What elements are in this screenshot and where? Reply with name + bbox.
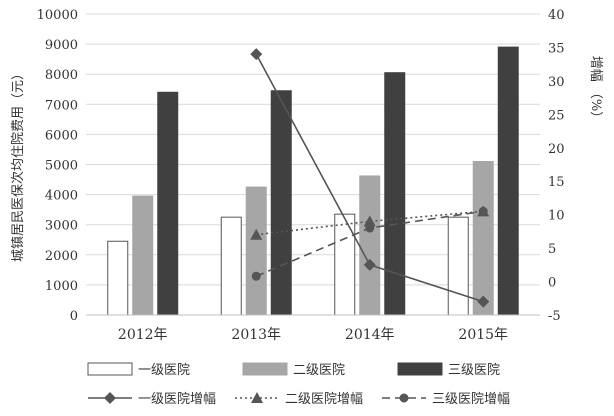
y-tick-label: 8000 <box>45 68 78 83</box>
bar <box>497 46 519 316</box>
legend-label: 三级医院增幅 <box>432 392 510 407</box>
y-axis-title: 城镇居民医保次均住院费用（元） <box>10 67 26 262</box>
legend-label: 一级医院 <box>138 363 190 378</box>
y2-tick-label: 40 <box>548 8 565 23</box>
y2-tick-label: 35 <box>548 41 565 56</box>
y2-tick-label: 5 <box>548 242 556 257</box>
line-marker <box>365 223 375 233</box>
line-marker <box>478 206 488 216</box>
x-tick-label: 2013年 <box>231 327 281 343</box>
x-tick-label: 2014年 <box>345 327 395 343</box>
legend-label: 一级医院增幅 <box>138 392 216 407</box>
y-tick-label: 7000 <box>45 98 78 113</box>
y2-tick-label: -5 <box>548 309 561 324</box>
line-marker <box>250 48 263 61</box>
bar <box>359 175 381 316</box>
y-tick-label: 2000 <box>45 249 78 264</box>
line-marker <box>363 215 376 227</box>
bar <box>472 160 494 316</box>
bar <box>132 195 154 316</box>
bar <box>245 186 267 316</box>
gridlines <box>86 13 540 286</box>
y-tick-label: 3000 <box>45 219 78 234</box>
line-marker <box>104 392 116 404</box>
y-tick-label: 6000 <box>45 128 78 143</box>
legend-label: 二级医院 <box>293 363 345 378</box>
bar <box>334 213 356 316</box>
y-tick-label: 5000 <box>45 159 78 174</box>
y-tick-label: 0 <box>70 309 78 324</box>
line-marker <box>363 258 376 271</box>
y-tick-label: 1000 <box>45 279 78 294</box>
x-tick-label: 2012年 <box>118 327 168 343</box>
growth-line <box>256 210 484 236</box>
bar <box>447 216 469 316</box>
y2-tick-label: 30 <box>548 75 565 90</box>
bar <box>220 216 242 316</box>
legend-swatch <box>242 362 288 376</box>
y2-tick-label: 20 <box>548 142 565 157</box>
y2-tick-label: 0 <box>548 276 556 291</box>
y-axis-ticks: 0 1000 2000 3000 4000 5000 6000 7000 8000 9000 100… <box>37 8 78 324</box>
line-marker <box>251 392 263 403</box>
y-tick-label: 4000 <box>45 189 78 204</box>
y-tick-label: 9000 <box>45 38 78 53</box>
line-marker <box>399 393 409 403</box>
y2-axis-title: 增幅 （%） <box>588 56 603 125</box>
line-marker <box>251 271 261 281</box>
x-axis-ticks: 2012年 2013年 2014年 2015年 <box>118 327 508 343</box>
bar <box>270 90 292 316</box>
legend-swatch <box>87 362 133 376</box>
y-tick-label: 10000 <box>37 8 78 23</box>
bars <box>107 46 519 316</box>
y2-tick-label: 15 <box>548 175 565 190</box>
bar <box>157 91 179 316</box>
y2-tick-label: 10 <box>548 209 565 224</box>
growth-lines <box>250 48 490 308</box>
line-marker <box>477 295 490 308</box>
bar <box>107 240 129 316</box>
y2-axis-ticks: -5 0 5 10 15 20 25 30 35 40 <box>548 8 565 324</box>
legend-label: 二级医院增幅 <box>285 392 363 407</box>
line-marker <box>250 228 263 240</box>
x-tick-label: 2015年 <box>458 327 508 343</box>
legend-label: 三级医院 <box>448 363 500 378</box>
bar <box>384 72 406 316</box>
y2-tick-label: 25 <box>548 108 565 123</box>
legend-swatch <box>397 362 443 376</box>
